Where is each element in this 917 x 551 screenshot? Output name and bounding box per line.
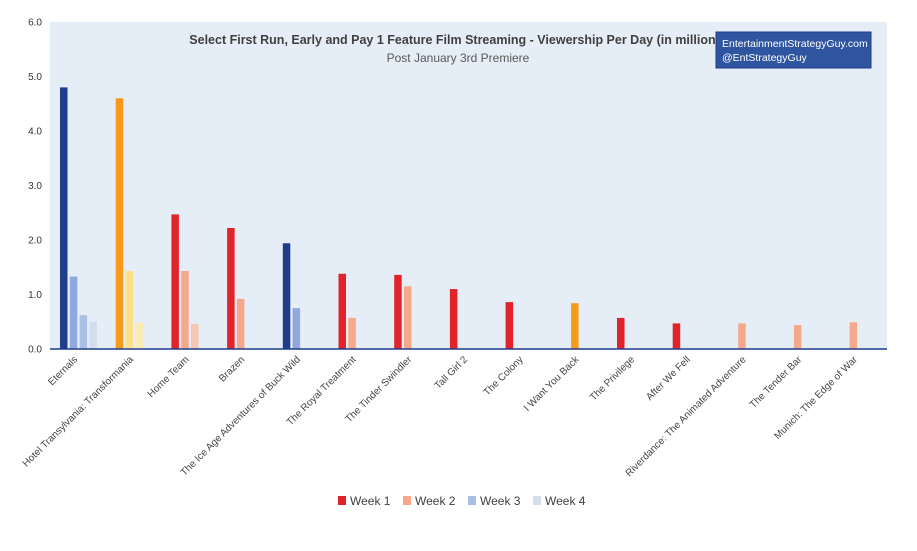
bar — [60, 87, 68, 350]
chart-title: Select First Run, Early and Pay 1 Featur… — [189, 33, 726, 47]
bar — [738, 323, 746, 349]
bars — [60, 87, 858, 350]
legend-label: Week 1 — [350, 494, 391, 508]
bar — [404, 286, 412, 349]
bar — [394, 274, 402, 349]
bar — [348, 317, 356, 349]
bar — [849, 322, 858, 349]
x-tick-label: The Colony — [482, 354, 526, 398]
x-tick-label: Brazen — [217, 354, 247, 384]
bar — [171, 214, 179, 349]
y-tick-label: 4.0 — [28, 127, 42, 138]
legend: Week 1 Week 2 Week 3 Week 4 — [338, 494, 586, 508]
brand-site: EntertainmentStrategyGuy.com — [722, 38, 868, 50]
bar — [79, 315, 88, 349]
brand-box: EntertainmentStrategyGuy.com @EntStrateg… — [715, 31, 872, 69]
legend-label: Week 4 — [545, 494, 586, 508]
chart-subtitle: Post January 3rd Premiere — [387, 51, 530, 65]
x-tick-label: The Privilege — [588, 354, 637, 403]
legend-swatch — [468, 496, 476, 505]
bar — [505, 302, 514, 349]
bar — [449, 289, 458, 349]
y-tick-label: 6.0 — [28, 18, 42, 29]
x-tick-label: Riverdance: The Animated Adventure — [624, 354, 749, 479]
legend-label: Week 3 — [480, 494, 521, 508]
legend-swatch — [403, 496, 411, 505]
y-tick-label: 0.0 — [28, 345, 42, 356]
bar — [282, 243, 291, 349]
bar — [181, 271, 189, 349]
bar — [69, 276, 78, 349]
brand-box-background — [715, 31, 872, 69]
bar — [135, 322, 143, 349]
y-tick-label: 5.0 — [28, 72, 42, 83]
y-tick-label: 3.0 — [28, 181, 42, 192]
x-tick-label: Tall Girl 2 — [433, 354, 471, 392]
x-tick-label: Hotel Transylvania: Transformania — [21, 354, 136, 469]
bar — [617, 317, 625, 349]
bar — [672, 323, 681, 349]
bar — [571, 303, 579, 349]
x-tick-label: The Ice Age Adventures of Buck Wild — [179, 354, 303, 478]
x-tick-label: I Want You Back — [522, 354, 582, 414]
x-tick-label: After We Fell — [644, 354, 693, 403]
bar — [227, 228, 235, 349]
bar — [793, 325, 802, 349]
bar — [89, 321, 97, 349]
bar — [115, 98, 124, 349]
brand-handle: @EntStrategyGuy — [722, 52, 808, 64]
legend-label: Week 2 — [415, 494, 456, 508]
bar — [125, 271, 133, 349]
y-tick-label: 2.0 — [28, 236, 42, 247]
x-tick-label: The Tender Bar — [748, 354, 805, 411]
x-tick-label: Home Team — [146, 354, 192, 400]
x-tick-label: Eternals — [46, 354, 80, 388]
bar — [292, 308, 301, 349]
plot-background — [50, 22, 887, 349]
y-tick-label: 1.0 — [28, 290, 42, 301]
bar — [191, 323, 199, 349]
y-axis-ticks: 0.0 1.0 2.0 3.0 4.0 5.0 6.0 — [28, 18, 42, 356]
bar — [338, 273, 346, 349]
bar — [236, 298, 245, 349]
legend-swatch — [338, 496, 346, 505]
legend-swatch — [533, 496, 541, 505]
